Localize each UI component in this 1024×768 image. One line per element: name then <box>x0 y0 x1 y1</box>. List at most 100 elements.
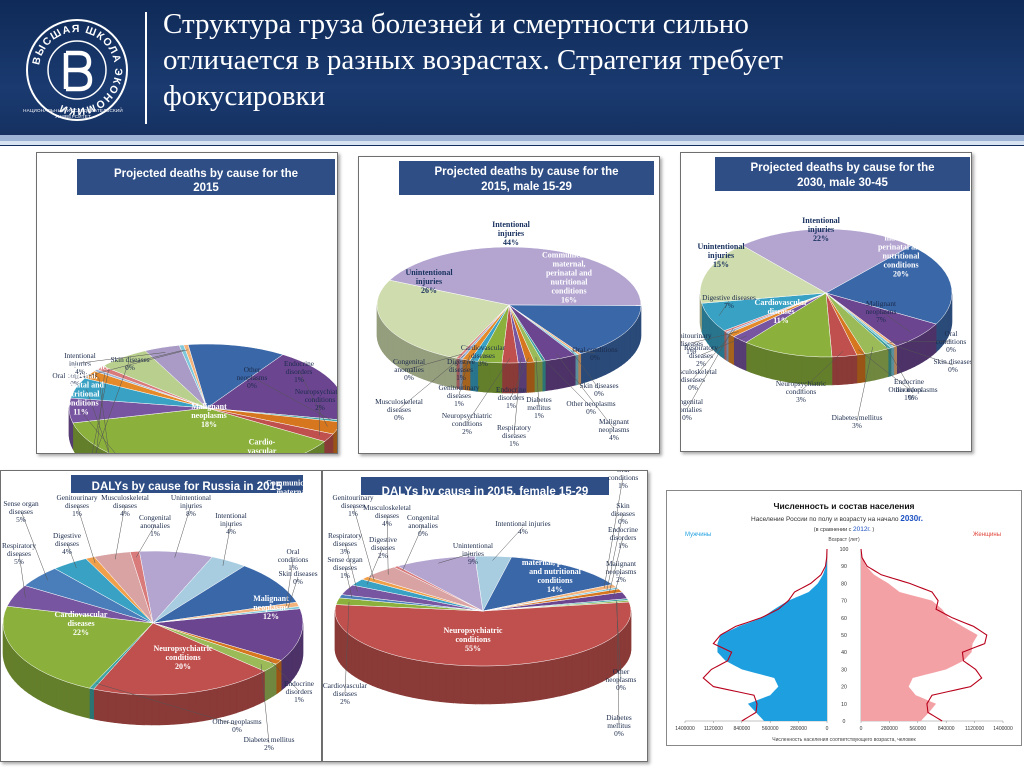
pie-slice-side <box>569 354 576 387</box>
pie-slice-side <box>530 361 533 393</box>
label-leader-line <box>880 310 912 333</box>
pie-slice-label: 1% <box>534 411 544 420</box>
pie-slice-label: Intentional <box>64 351 96 360</box>
pie-slice-label: Diabetes mellitus <box>244 735 295 744</box>
pie-slice <box>745 292 833 358</box>
pie-slice-label: conditions <box>537 576 572 585</box>
pie-slice-side <box>720 327 725 360</box>
pie-slice-side <box>332 430 336 453</box>
pie-slice-label: diseases <box>449 365 473 374</box>
pie-slice-side <box>511 664 520 704</box>
pie-slice-label: diseases <box>611 509 635 518</box>
pie-slice-side <box>552 657 560 698</box>
pie-slice-label: mellitus <box>607 721 631 730</box>
pyramid-x-tick-right: 0 <box>860 726 863 732</box>
pie-slice-label: 2% <box>616 575 626 584</box>
pie-slice-side <box>446 663 454 704</box>
pie-slice-side <box>37 668 43 703</box>
pie-slice-label: Communicable, <box>528 549 582 558</box>
pie-slice-label: Sense organ <box>327 555 363 564</box>
pie-slice-side <box>482 665 491 705</box>
pie-chart-deaths-male-30-45: Projected deaths by cause for the 2030, m… <box>681 157 971 430</box>
pie-slice-label: conditions <box>452 419 483 428</box>
pie-slice-label: Musculoskeletal <box>363 503 411 512</box>
pie-slice-label: Intentional <box>215 511 247 520</box>
pie-slice-label: diseases <box>471 351 495 360</box>
pie-slice-label: 11% <box>73 408 89 417</box>
label-leader-line <box>800 351 844 392</box>
pyramid-subtitle: Население России по полу и возрасту на н… <box>751 514 923 523</box>
pie-slice-side <box>342 628 346 671</box>
pie-slice-label: 0% <box>682 413 692 422</box>
pie-slice-label: perinatal and <box>58 381 105 390</box>
pie-slice-label: 1% <box>618 481 628 490</box>
pie-slice-label: diseases <box>333 539 357 548</box>
pie-slice-side <box>340 625 344 668</box>
chart-title: DALYs by cause in 2015, female 15-29 <box>382 486 589 498</box>
pie-slice-side <box>766 349 773 380</box>
label-leader-line <box>692 329 736 380</box>
pie-slice-side <box>750 343 757 375</box>
pie-slice-label: Diabetes <box>526 395 552 404</box>
pie-slice-label: conditions <box>608 473 639 482</box>
pie-slice-label: 4% <box>518 527 528 536</box>
pie-slice-side <box>627 327 631 362</box>
pie-slice-label: 1% <box>348 509 358 518</box>
pie-slice-label: Neuropsychiatric <box>776 379 827 388</box>
label-leader-line <box>96 683 238 726</box>
chart-title-box <box>361 477 609 495</box>
pie-slice-label: 12% <box>263 612 279 621</box>
pie-slice-side <box>910 337 916 369</box>
pie-slice-label: 0% <box>594 389 604 398</box>
pie-slice-side <box>418 660 426 701</box>
label-leader-line <box>609 536 624 593</box>
pie-slice-label: Respiratory <box>684 343 718 352</box>
pie-slices <box>376 246 642 364</box>
pie-slice-label: injuries <box>180 501 202 510</box>
pie-slice-label: 3% <box>478 359 488 368</box>
pie-slice-label: 20% <box>893 270 909 279</box>
pie-slice <box>508 304 642 354</box>
pie-slice-label: Endocrine <box>284 679 314 688</box>
label-leader-line <box>408 353 462 370</box>
label-leader-line <box>556 353 615 430</box>
pie-slice-side <box>107 691 116 723</box>
label-leader-line <box>344 542 358 592</box>
pie-slice-side <box>425 661 433 702</box>
pie-slice-side <box>742 340 747 371</box>
pie-slice-label: maternal, <box>64 372 97 381</box>
pie-slice-label: 2% <box>264 743 274 752</box>
pie-slice-label: 0% <box>394 413 404 422</box>
pie-slice-label: Cardiovascular <box>461 343 506 352</box>
pie-slice-label: anomalies <box>408 521 438 530</box>
pie-slice-label: 1% <box>686 347 696 356</box>
pie-slice-label: 0% <box>247 381 257 390</box>
pie-slice <box>741 228 912 294</box>
label-leader-line <box>889 340 952 343</box>
pyramid-age-tick: 40 <box>841 650 847 656</box>
pyramid-age-tick: 20 <box>841 685 847 691</box>
pie-slice-label: 44% <box>503 238 519 247</box>
pie-slice-label: Endocrine <box>284 359 314 368</box>
page-title: Структура груза болезней и смертности си… <box>163 8 783 112</box>
pie-slice-side <box>760 347 767 378</box>
pie-slice-label: 4% <box>120 509 130 518</box>
pyramid-x-tick-left: 1400000 <box>675 726 695 732</box>
pie-slice-side <box>259 670 265 705</box>
pie-slice-label: mellitus <box>527 403 551 412</box>
label-leader-line <box>114 504 126 560</box>
pie-slice-label: diseases <box>681 339 703 348</box>
pie-slice-label: 2% <box>315 403 325 412</box>
label-leader-line <box>466 358 511 424</box>
pie-slice-label: 0% <box>948 365 958 374</box>
pie-slice-label: Neuropsychiatric <box>442 411 493 420</box>
pie-slice-side <box>525 662 534 702</box>
pie-slice-label: Genitourinary <box>57 493 98 502</box>
chart-title-box <box>715 157 970 191</box>
pie-slice-side <box>195 690 204 723</box>
label-leader-line <box>686 328 734 410</box>
pie-slice-side <box>836 356 843 386</box>
pie-slice <box>152 606 301 624</box>
pie-slice-label: Endocrine <box>608 525 638 534</box>
pie-slice-side <box>428 350 435 384</box>
